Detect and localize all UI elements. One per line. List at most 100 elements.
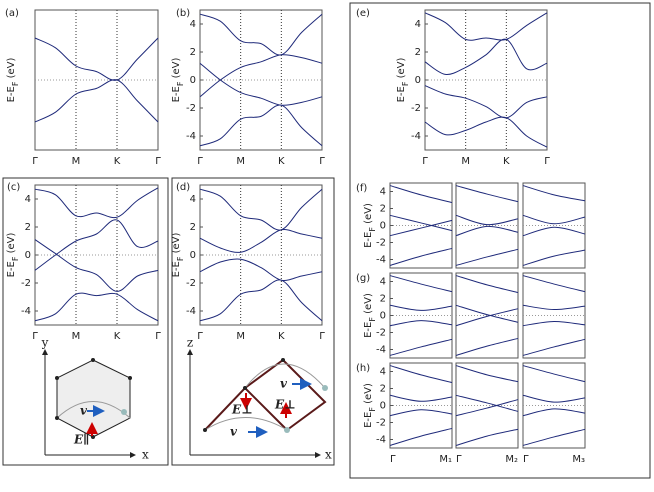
y-tick-label: 2 [380,384,386,395]
panel-label: (e) [356,8,370,19]
x-tick-label: Γ [197,156,203,167]
panel-box [2,177,169,466]
axis-label: x [142,448,149,462]
y-axis-label-part: (eV) [6,232,17,256]
y-axis-label-part: F [11,81,20,86]
y-axis-label-part: F [401,81,410,86]
band-line [455,394,519,412]
band-line [389,214,453,232]
band-line [455,399,519,417]
band-line [389,338,453,356]
y-tick-label: -4 [186,131,196,142]
y-tick-label: 4 [380,187,386,198]
band-line [34,37,159,81]
panel-label: (a) [5,8,19,19]
band-line [389,304,453,311]
band-line [522,275,586,293]
x-tick-label: M [72,156,81,167]
band-line [455,337,519,356]
y-tick-label: 0 [25,250,31,261]
y-axis-label: E-EF (eV) [6,57,20,102]
y-tick-label: 0 [380,221,386,232]
y-axis-label-part: F [368,227,377,232]
y-axis-label-part: (eV) [363,203,374,227]
x-tick-label: M [236,156,245,167]
y-axis-label-part: E-E [363,322,374,338]
x-tick-label: Γ [197,331,203,342]
panel-label: (f) [356,183,367,194]
band-line [34,187,159,219]
y-axis-label-part: F [176,81,185,86]
band-line [522,428,586,446]
y-axis-label-part: E-E [171,261,182,277]
band-line [522,338,586,356]
band-line [455,214,519,226]
band-line [34,79,159,123]
band-line [389,185,453,204]
band-line [424,85,548,119]
band-line [455,185,519,203]
band-line [455,275,519,294]
y-axis-label-part: E-E [6,261,17,277]
x-tick-label: M₂ [505,454,518,465]
y-tick-label: -2 [186,103,196,114]
band-line [424,116,548,148]
y-axis-label-part: (eV) [171,57,182,81]
band-line [522,226,586,237]
y-tick-label: -4 [376,255,386,266]
x-tick-label: Γ [155,156,161,167]
annotation: E⊥ [231,403,253,417]
y-axis-label-part: F [368,407,377,412]
band-line [455,308,519,327]
band-line [389,275,453,293]
band-line [199,13,323,56]
band-line [389,320,453,327]
x-tick-label: Γ [390,454,396,465]
annotation: E⊥ [274,398,296,412]
band-line [455,304,519,323]
y-axis-label-part: F [11,256,20,261]
band-line [389,409,453,417]
y-axis-label-part: E-E [363,412,374,428]
band-line [34,219,159,271]
y-tick-label: -2 [376,238,386,249]
y-tick-label: -4 [376,345,386,356]
band-line [522,185,586,202]
x-tick-label: Γ [523,454,529,465]
band-line [199,188,323,231]
band-line [389,365,453,384]
y-tick-label: 2 [415,47,421,58]
x-tick-label: K [278,156,285,167]
y-tick-label: 4 [380,277,386,288]
band-line [389,247,453,266]
y-tick-label: 0 [415,75,421,86]
y-axis-label-part: E-E [6,86,17,102]
y-axis-label: E-EF (eV) [6,232,20,277]
y-tick-label: 4 [380,367,386,378]
axis-label: z [187,336,193,350]
y-tick-label: -2 [411,103,421,114]
panel-box [349,2,651,479]
y-axis-label-part: (eV) [396,57,407,81]
annotation: E∥ [73,433,90,447]
y-tick-label: -2 [376,418,386,429]
x-tick-label: K [114,156,121,167]
band-line [522,304,586,311]
band-line [424,38,548,76]
x-tick-label: M₁ [439,454,452,465]
y-tick-label: -2 [186,278,196,289]
band-line [389,219,453,237]
band-line [199,279,323,322]
band-line [455,365,519,383]
band-line [522,320,586,327]
x-tick-label: Γ [155,331,161,342]
panel-label: (b) [176,8,190,19]
annotation: v [80,404,88,418]
y-axis-label-part: E-E [396,86,407,102]
band-line [522,408,586,417]
y-axis-label: E-EF (eV) [363,293,377,338]
x-tick-label: M [461,156,470,167]
y-tick-label: 4 [415,19,421,30]
band-line [199,229,323,253]
y-axis-label-part: F [176,256,185,261]
